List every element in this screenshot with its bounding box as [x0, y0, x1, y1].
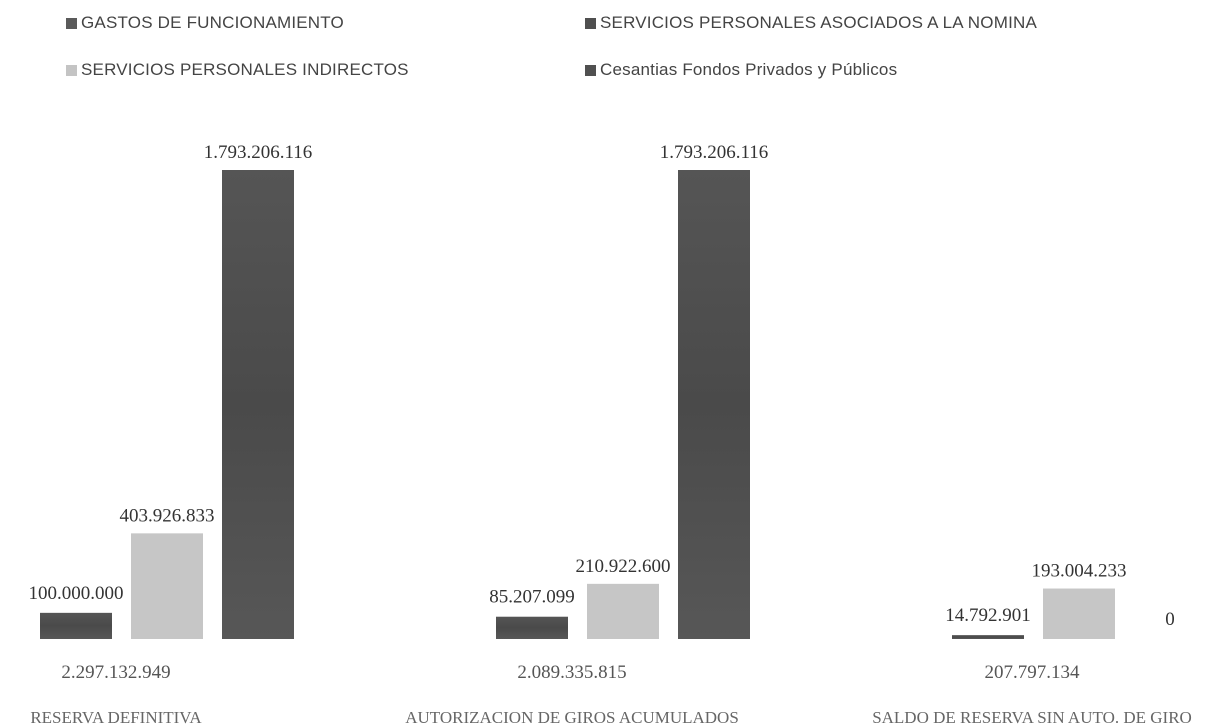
bar-2-2 — [1043, 588, 1115, 639]
category-total-label: 2.089.335.815 — [517, 662, 626, 683]
data-label: 1.793.206.116 — [204, 142, 313, 163]
category-label: SALDO DE RESERVA SIN AUTO. DE GIRO — [872, 708, 1192, 726]
legend-item-gastos-funcionamiento: GASTOS DE FUNCIONAMIENTO — [66, 13, 344, 33]
data-label: 100.000.000 — [29, 583, 124, 604]
data-label: 193.004.233 — [1032, 561, 1127, 582]
legend-item-cesantias: Cesantias Fondos Privados y Públicos — [585, 60, 897, 80]
bar-1-2 — [952, 635, 1024, 639]
legend-swatch — [66, 17, 77, 29]
legend-label: Cesantias Fondos Privados y Públicos — [600, 60, 898, 79]
bar-1-0 — [40, 612, 112, 639]
data-label: 85.207.099 — [489, 587, 575, 608]
legend-label: SERVICIOS PERSONALES INDIRECTOS — [81, 60, 409, 79]
data-label: 0 — [1165, 609, 1175, 630]
legend-label: SERVICIOS PERSONALES ASOCIADOS A LA NOMI… — [600, 13, 1038, 32]
data-label: 14.792.901 — [945, 605, 1031, 626]
bar-3-1 — [678, 170, 750, 639]
bar-3-0 — [222, 170, 294, 639]
data-label: 210.922.600 — [576, 556, 671, 577]
bar-2-1 — [587, 583, 659, 639]
category-total-label: 207.797.134 — [985, 662, 1081, 683]
category-label: RESERVA DEFINITIVA — [30, 708, 202, 726]
bar-2-0 — [131, 533, 203, 639]
legend-label: GASTOS DE FUNCIONAMIENTO — [81, 13, 344, 32]
chart-legend: GASTOS DE FUNCIONAMIENTO SERVICIOS PERSO… — [0, 0, 1228, 100]
legend-item-servicios-nomina: SERVICIOS PERSONALES ASOCIADOS A LA NOMI… — [585, 13, 1037, 33]
legend-item-servicios-indirectos: SERVICIOS PERSONALES INDIRECTOS — [66, 60, 409, 80]
category-label: AUTORIZACION DE GIROS ACUMULADOS — [405, 708, 739, 726]
legend-swatch — [66, 64, 77, 76]
legend-swatch — [585, 64, 596, 76]
category-total-label: 2.297.132.949 — [61, 662, 170, 683]
data-label: 403.926.833 — [120, 505, 215, 526]
data-label: 1.793.206.116 — [660, 142, 769, 163]
legend-swatch — [585, 17, 596, 29]
bar-1-1 — [496, 616, 568, 639]
